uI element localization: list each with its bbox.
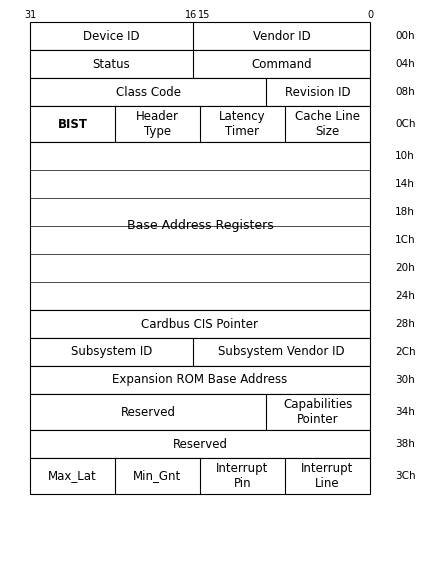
- Text: Capabilities
Pointer: Capabilities Pointer: [283, 398, 353, 426]
- Text: 00h: 00h: [395, 31, 415, 41]
- Bar: [30, 142, 370, 310]
- Text: Class Code: Class Code: [115, 86, 181, 98]
- Text: 3Ch: 3Ch: [395, 471, 416, 481]
- Text: 04h: 04h: [395, 59, 415, 69]
- Text: Interrupt
Pin: Interrupt Pin: [216, 462, 269, 490]
- Text: Command: Command: [251, 57, 312, 70]
- Text: Expansion ROM Base Address: Expansion ROM Base Address: [113, 374, 288, 386]
- Bar: [30, 50, 370, 78]
- Text: 08h: 08h: [395, 87, 415, 97]
- Text: Latency
Timer: Latency Timer: [219, 110, 266, 138]
- Text: Subsystem Vendor ID: Subsystem Vendor ID: [218, 345, 345, 358]
- Text: Cardbus CIS Pointer: Cardbus CIS Pointer: [142, 318, 258, 331]
- Text: 34h: 34h: [395, 407, 415, 417]
- Text: Interrupt
Line: Interrupt Line: [301, 462, 354, 490]
- Text: BIST: BIST: [58, 118, 88, 131]
- Text: 31: 31: [24, 10, 36, 20]
- Bar: [30, 366, 370, 394]
- Text: 2Ch: 2Ch: [395, 347, 416, 357]
- Text: 14h: 14h: [395, 179, 415, 189]
- Text: 0: 0: [367, 10, 373, 20]
- Text: 10h: 10h: [395, 151, 415, 161]
- Text: Reserved: Reserved: [121, 406, 176, 419]
- Text: 0Ch: 0Ch: [395, 119, 415, 129]
- Text: 1Ch: 1Ch: [395, 235, 416, 245]
- Text: Revision ID: Revision ID: [286, 86, 351, 98]
- Text: 30h: 30h: [395, 375, 415, 385]
- Bar: [30, 394, 370, 430]
- Bar: [30, 310, 370, 338]
- Text: 24h: 24h: [395, 291, 415, 301]
- Bar: [30, 106, 370, 142]
- Text: Cache Line
Size: Cache Line Size: [295, 110, 360, 138]
- Text: Device ID: Device ID: [83, 30, 140, 43]
- Text: 20h: 20h: [395, 263, 415, 273]
- Text: 18h: 18h: [395, 207, 415, 217]
- Bar: [30, 430, 370, 458]
- Text: Base Address Registers: Base Address Registers: [126, 219, 273, 232]
- Text: Subsystem ID: Subsystem ID: [71, 345, 152, 358]
- Text: 15: 15: [198, 10, 210, 20]
- Text: Header
Type: Header Type: [136, 110, 179, 138]
- Bar: [30, 338, 370, 366]
- Text: 38h: 38h: [395, 439, 415, 449]
- Text: Vendor ID: Vendor ID: [253, 30, 310, 43]
- Bar: [30, 22, 370, 50]
- Text: Status: Status: [93, 57, 130, 70]
- Text: 28h: 28h: [395, 319, 415, 329]
- Bar: [30, 458, 370, 494]
- Text: Min_Gnt: Min_Gnt: [133, 470, 181, 482]
- Text: 16: 16: [185, 10, 197, 20]
- Bar: [30, 78, 370, 106]
- Text: Max_Lat: Max_Lat: [48, 470, 97, 482]
- Text: Reserved: Reserved: [173, 437, 228, 450]
